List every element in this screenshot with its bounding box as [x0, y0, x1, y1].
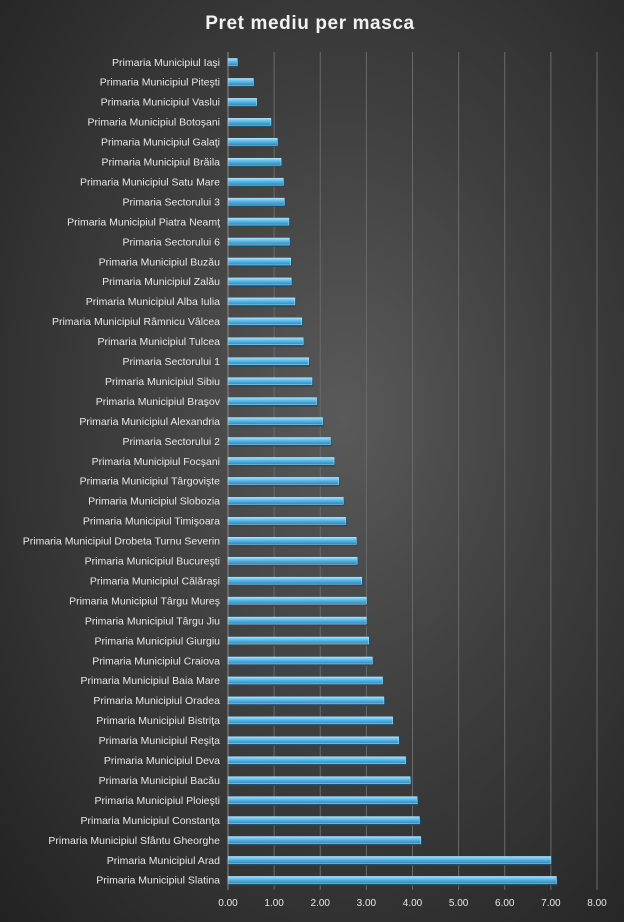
bar: [227, 876, 557, 884]
category-label: Primaria Municipiul Alexandria: [79, 416, 220, 428]
category-label: Primaria Sectorului 3: [123, 196, 221, 208]
bar: [227, 457, 335, 465]
chart-title: Pret mediu per masca: [205, 13, 414, 34]
bar: [227, 796, 418, 804]
bars: [227, 58, 558, 886]
category-label: Primaria Municipiul Slobozia: [88, 496, 220, 508]
bar: [227, 217, 290, 226]
bar: [227, 98, 257, 106]
bar: [227, 776, 411, 784]
bar: [227, 696, 385, 705]
bar: [227, 277, 292, 286]
category-label: Primaria Municipiul Târgu Jiu: [85, 615, 220, 627]
category-label: Primaria Municipiul Focşani: [92, 456, 220, 468]
bar: [227, 337, 304, 346]
category-label: Primaria Sectorului 1: [123, 356, 221, 368]
category-label: Primaria Municipiul Bacău: [99, 775, 221, 787]
bar: [227, 417, 323, 425]
category-label: Primaria Municipiul Drobeta Turnu Severi…: [23, 536, 220, 548]
x-tick-label: 8.00: [587, 898, 607, 909]
bar: [227, 537, 357, 545]
x-axis-tick-labels: 0.00 1.00 2.00 3.00 4.00 5.00 6.00 7.00 8.00: [218, 898, 607, 909]
bar: [227, 177, 284, 186]
category-label: Primaria Municipiul Piteşti: [100, 77, 220, 89]
bar: [227, 477, 339, 485]
category-label: Primaria Municipiul Sibiu: [105, 376, 220, 388]
x-tick-label: 6.00: [495, 898, 515, 909]
bar: [227, 437, 331, 445]
category-label: Primaria Municipiul Botoşani: [88, 117, 220, 129]
grid-lines: [227, 52, 598, 890]
category-label: Primaria Municipiul Reşiţa: [99, 735, 221, 747]
bar: [227, 138, 278, 146]
category-label: Primaria Municipiul Arad: [107, 855, 220, 867]
category-label: Primaria Municipiul Braşov: [96, 396, 221, 408]
category-label: Primaria Municipiul Craiova: [92, 655, 220, 667]
bar: [227, 756, 406, 764]
bar: [227, 118, 272, 126]
category-label: Primaria Municipiul Baia Mare: [81, 675, 221, 687]
category-label: Primaria Municipiul Ploieşti: [95, 795, 220, 807]
category-label: Primaria Municipiul Giurgiu: [95, 635, 221, 647]
bar: [227, 556, 358, 565]
category-label: Primaria Municipiul Slatina: [96, 875, 220, 887]
bar: [227, 576, 363, 585]
category-labels: Primaria Municipiul Iaşi Primaria Municip…: [23, 57, 221, 887]
category-label: Primaria Municipiul Alba Iulia: [86, 296, 220, 308]
category-label: Primaria Municipiul Buzău: [99, 256, 221, 268]
x-tick-label: 0.00: [218, 898, 238, 909]
category-label: Primaria Municipiul Zalău: [102, 276, 220, 288]
bar: [227, 257, 291, 266]
bar: [227, 716, 393, 725]
bar: [227, 237, 290, 246]
bar: [227, 157, 282, 166]
bar: [227, 636, 369, 645]
category-label: Primaria Municipiul Vaslui: [101, 97, 220, 109]
category-label: Primaria Municipiul Brăila: [102, 157, 221, 169]
bar: [227, 377, 313, 385]
category-label: Primaria Municipiul Galaţi: [101, 137, 220, 149]
bar: [227, 656, 373, 665]
bar: [227, 836, 422, 844]
bar: [227, 736, 399, 745]
category-label: Primaria Municipiul Bistriţa: [96, 715, 220, 727]
x-tick-label: 2.00: [311, 898, 331, 909]
category-label: Primaria Municipiul Iaşi: [112, 57, 220, 69]
x-tick-label: 3.00: [357, 898, 377, 909]
x-tick-label: 7.00: [541, 898, 561, 909]
category-label: Primaria Municipiul Târgu Mureş: [69, 595, 220, 607]
category-label: Primaria Sectorului 2: [123, 436, 221, 448]
category-label: Primaria Municipiul Călăraşi: [90, 575, 220, 587]
bar: [227, 856, 552, 864]
category-label: Primaria Municipiul Timişoara: [83, 516, 220, 528]
x-tick-label: 5.00: [449, 898, 469, 909]
bar: [227, 197, 285, 206]
bar: [227, 317, 303, 326]
bar: [227, 517, 346, 525]
category-label: Primaria Municipiul Sfântu Gheorghe: [48, 835, 220, 847]
bar: [227, 596, 367, 605]
category-label: Primaria Municipiul Râmnicu Vâlcea: [52, 316, 220, 328]
x-tick-label: 4.00: [403, 898, 423, 909]
bar: [227, 676, 383, 685]
category-label: Primaria Municipiul Piatra Neamţ: [67, 216, 220, 228]
category-label: Primaria Municipiul Satu Mare: [80, 176, 220, 188]
bar: [227, 357, 309, 365]
bar: [227, 397, 317, 405]
bar: [227, 816, 420, 824]
category-label: Primaria Municipiul Târgovişte: [80, 476, 221, 488]
bar: [227, 78, 254, 86]
bar: [227, 297, 296, 306]
category-label: Primaria Municipiul Constanţa: [81, 815, 221, 827]
bar: [227, 616, 367, 625]
bar: [227, 58, 238, 66]
category-label: Primaria Municipiul Tulcea: [97, 336, 220, 348]
category-label: Primaria Municipiul Oradea: [93, 695, 220, 707]
category-label: Primaria Sectorului 6: [123, 236, 221, 248]
x-tick-label: 1.00: [264, 898, 284, 909]
bar: [227, 497, 344, 505]
category-label: Primaria Municipiul Deva: [104, 755, 220, 767]
category-label: Primaria Municipiul Bucureşti: [85, 556, 220, 568]
